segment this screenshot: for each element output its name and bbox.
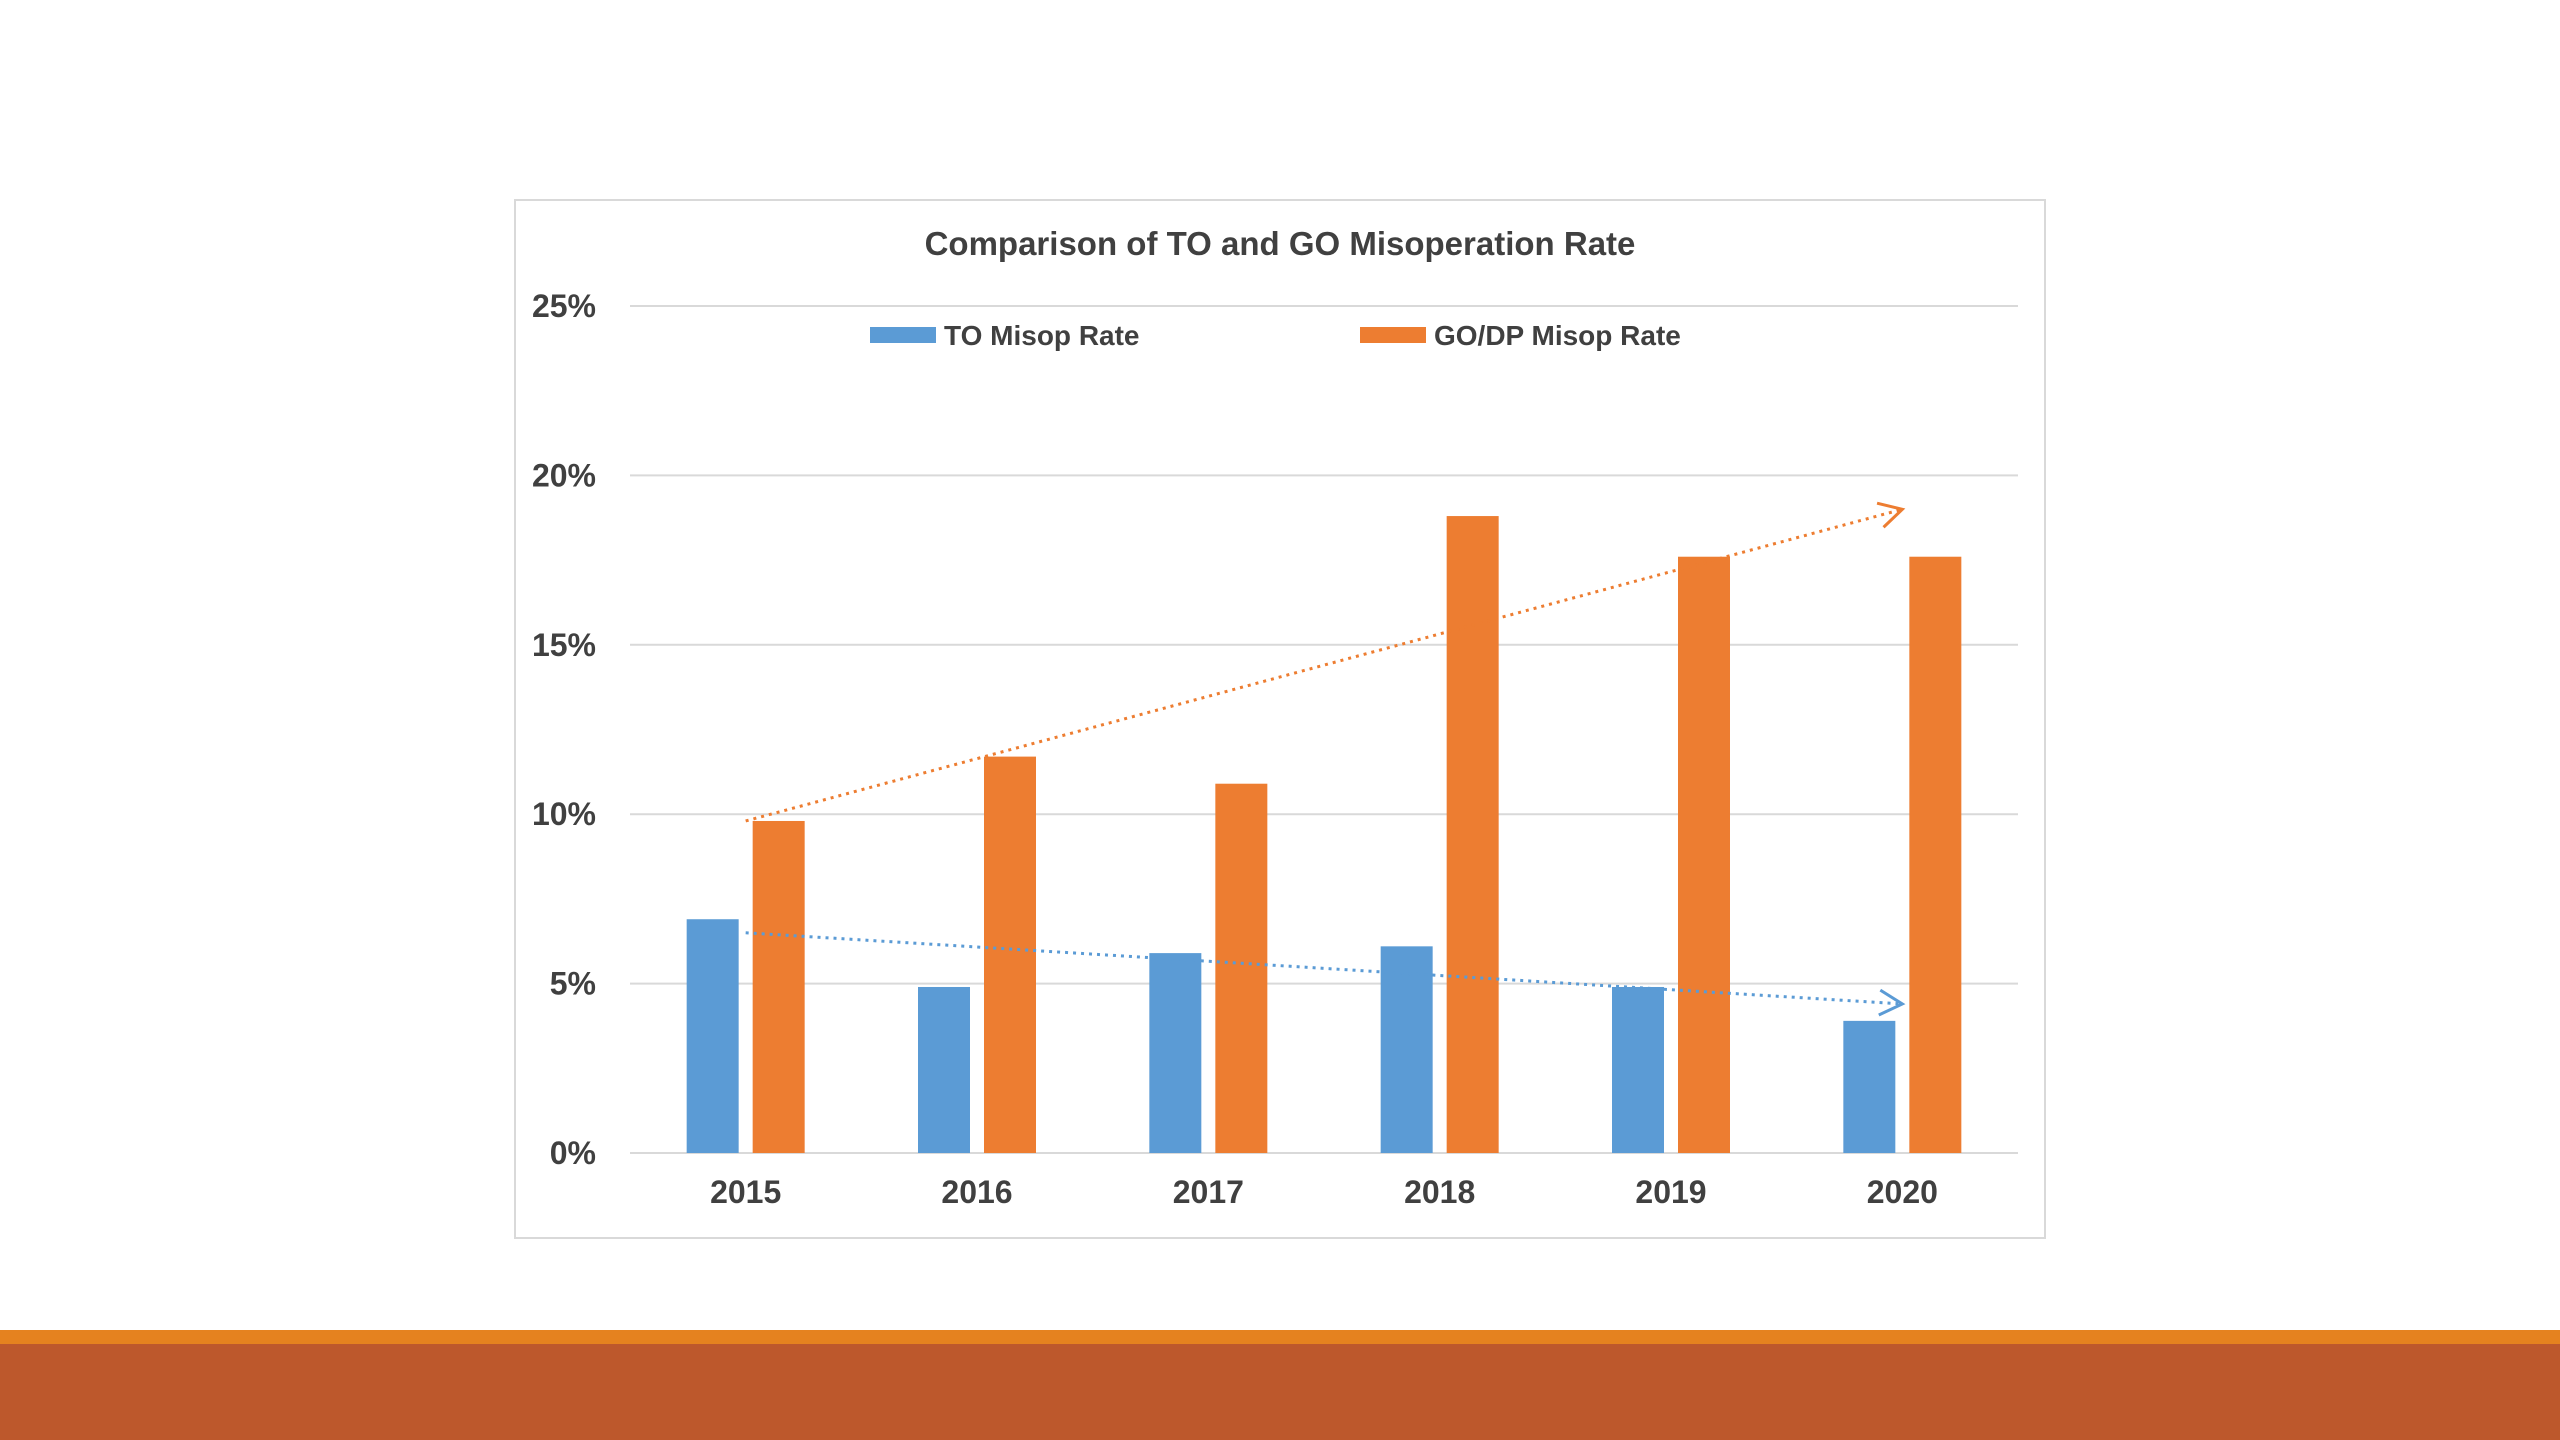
y-tick-label: 15% — [532, 627, 596, 663]
chart-title: Comparison of TO and GO Misoperation Rat… — [925, 225, 1636, 262]
footer-band — [0, 1344, 2560, 1440]
trend-arrowhead-go-dp-misop-rate — [1876, 501, 1906, 529]
legend-swatch — [1360, 327, 1426, 343]
bar-go-dp-misop-rate-2020 — [1909, 556, 1962, 1153]
bar-to-misop-rate-2015 — [686, 919, 739, 1153]
chart-frame: Comparison of TO and GO Misoperation Rat… — [514, 199, 2046, 1239]
bar-go-dp-misop-rate-2016 — [984, 756, 1036, 1153]
bars — [686, 516, 1962, 1153]
gridlines — [630, 305, 2018, 1154]
trendlines — [745, 501, 1906, 1017]
x-tick-label: 2019 — [1635, 1174, 1706, 1210]
bar-to-misop-rate-2017 — [1149, 953, 1202, 1153]
bar-go-dp-misop-rate-2018 — [1446, 516, 1499, 1153]
bar-to-misop-rate-2018 — [1380, 946, 1433, 1153]
trend-arrowhead-to-misop-rate — [1878, 988, 1906, 1017]
legend: TO Misop Rate GO/DP Misop Rate — [870, 320, 1681, 351]
legend-label: GO/DP Misop Rate — [1434, 320, 1681, 351]
x-tick-label: 2017 — [1173, 1174, 1244, 1210]
trendline-to-misop-rate — [745, 931, 1903, 1006]
x-tick-label: 2018 — [1404, 1174, 1475, 1210]
legend-swatch — [870, 327, 936, 343]
bar-to-misop-rate-2016 — [918, 986, 970, 1153]
bar-go-dp-misop-rate-2015 — [752, 820, 805, 1153]
y-tick-label: 10% — [532, 796, 596, 832]
y-tick-label: 0% — [550, 1135, 596, 1171]
bar-chart: Comparison of TO and GO Misoperation Rat… — [532, 225, 2018, 1210]
bar-to-misop-rate-2020 — [1843, 1020, 1896, 1153]
bar-to-misop-rate-2019 — [1612, 986, 1664, 1153]
y-axis-ticks: 0% 5% 10% 15% 20% 25% — [532, 288, 596, 1171]
bar-go-dp-misop-rate-2017 — [1215, 783, 1268, 1153]
y-tick-label: 5% — [550, 966, 596, 1002]
footer-stripe-accent — [0, 1330, 2560, 1344]
legend-label: TO Misop Rate — [944, 320, 1140, 351]
x-axis-ticks: 2015 2016 2017 2018 2019 2020 — [710, 1174, 1938, 1210]
x-tick-label: 2015 — [710, 1174, 781, 1210]
x-tick-label: 2020 — [1867, 1174, 1938, 1210]
bar-go-dp-misop-rate-2019 — [1678, 556, 1730, 1153]
x-tick-label: 2016 — [941, 1174, 1012, 1210]
y-tick-label: 20% — [532, 457, 596, 493]
y-tick-label: 25% — [532, 288, 596, 324]
